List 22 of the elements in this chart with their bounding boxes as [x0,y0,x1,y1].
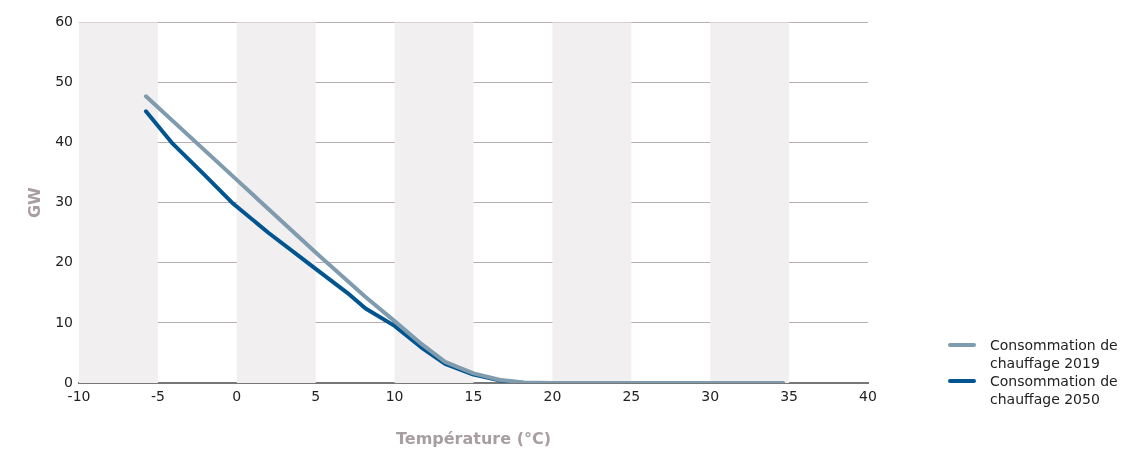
x-tick-label: -10 [67,388,91,405]
y-tick-label: 10 [55,313,74,330]
x-tick-label: 15 [464,388,483,405]
x-tick-label: 25 [622,388,641,405]
x-tick-label: 40 [859,388,877,405]
x-tick-label: 20 [543,388,562,405]
y-tick-label: 50 [55,73,74,90]
y-tick-label: 40 [55,133,74,150]
x-tick-label: 0 [232,388,242,405]
y-axis-title: GW [24,186,44,219]
y-tick-label: 60 [55,13,74,30]
y-tick-label: 30 [55,193,74,210]
x-tick-label: 5 [311,388,321,405]
x-tick-label: 35 [780,388,799,405]
legend-label: Consommation de chauffage 2050 [990,372,1119,408]
y-tick-label: 20 [55,253,74,270]
x-axis-title: Température (°C) [395,428,552,448]
legend-label: Consommation de chauffage 2019 [990,336,1119,372]
x-tick-label: 10 [385,388,404,405]
x-tick-label: 30 [701,388,720,405]
x-tick-label: -5 [150,388,165,405]
y-tick-label: 0 [64,373,74,390]
